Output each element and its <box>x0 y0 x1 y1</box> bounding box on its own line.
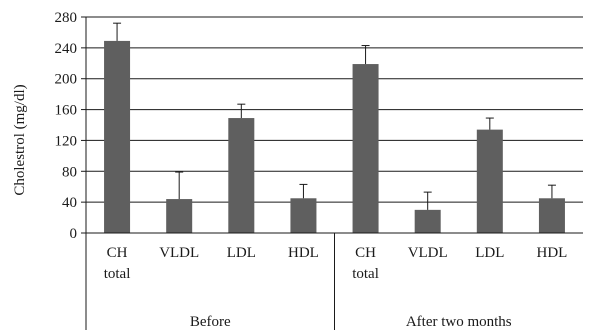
x-category-label: LDL <box>475 245 504 261</box>
bar <box>414 209 441 233</box>
bars <box>104 40 565 233</box>
group-labels: Before After two months <box>190 314 512 330</box>
axes <box>81 16 583 330</box>
y-tick-label: 40 <box>62 195 77 211</box>
grid-lines <box>86 16 583 203</box>
y-tick-labels: 0 40 80 120 160 200 240 280 <box>55 10 78 242</box>
error-bars <box>113 22 556 210</box>
y-tick-label: 160 <box>55 103 78 119</box>
group-label: Before <box>190 314 231 330</box>
x-category-label: total <box>104 266 131 282</box>
y-tick-label: 80 <box>62 164 77 180</box>
y-axis-label: Cholestrol (mg/dl) <box>12 84 28 195</box>
group-label: After two months <box>406 314 512 330</box>
y-tick-label: 120 <box>55 133 78 149</box>
category-labels: CH total VLDL LDL HDL CH total VLDL LDL HDL <box>104 245 568 282</box>
x-category-label: HDL <box>537 245 568 261</box>
bar <box>166 199 193 233</box>
x-category-label: VLDL <box>159 245 199 261</box>
bar <box>228 118 255 233</box>
x-category-label: CH <box>107 245 128 261</box>
bar <box>352 64 379 233</box>
bar <box>476 129 503 233</box>
y-tick-label: 240 <box>55 41 78 57</box>
y-tick-label: 0 <box>70 226 78 242</box>
x-category-label: total <box>352 266 379 282</box>
bar <box>538 198 565 233</box>
y-tick-label: 200 <box>55 72 78 88</box>
bar <box>290 198 317 233</box>
x-category-label: CH <box>355 245 376 261</box>
bar <box>104 40 131 233</box>
x-category-label: HDL <box>288 245 319 261</box>
x-category-label: LDL <box>227 245 256 261</box>
y-tick-label: 280 <box>55 10 78 26</box>
x-category-label: VLDL <box>408 245 448 261</box>
